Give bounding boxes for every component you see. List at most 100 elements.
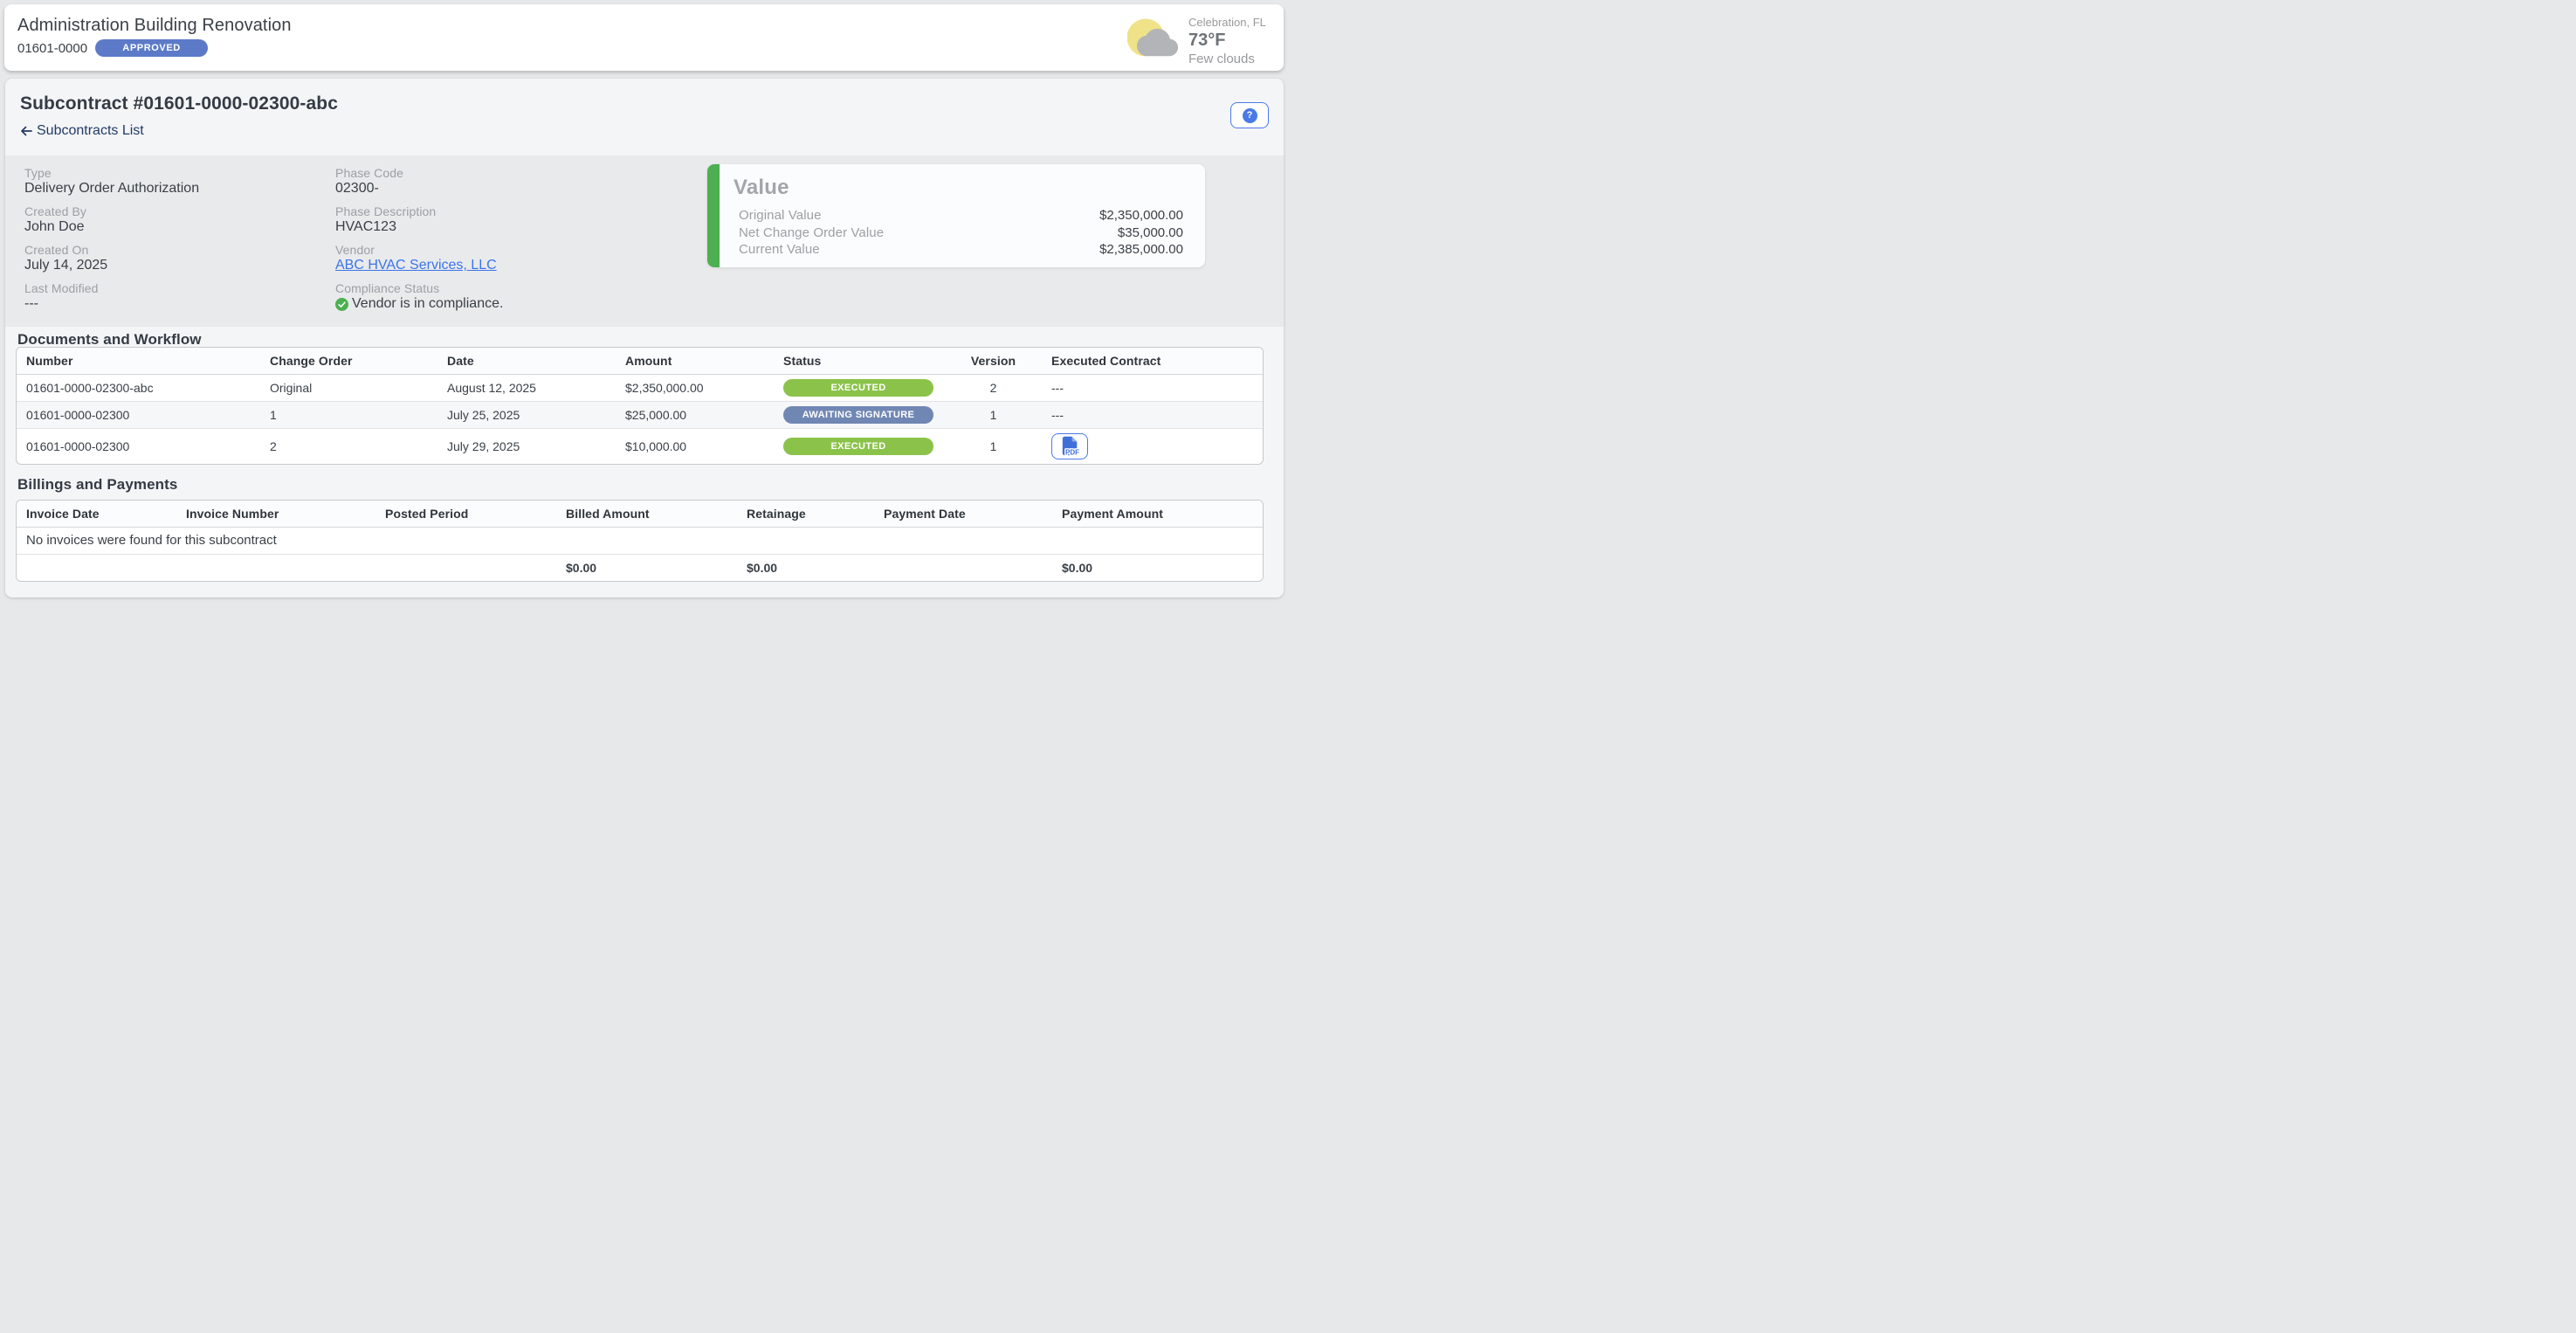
doc1-status-badge: EXECUTED — [783, 378, 933, 397]
col-retainage: Retainage — [737, 501, 874, 528]
doc2-executed-contract: --- — [1042, 400, 1263, 428]
document-row-1: 01601-0000-02300-abc Original August 12,… — [17, 374, 1263, 401]
help-icon: ? — [1242, 107, 1257, 123]
page-title: Subcontract #01601-0000-02300-abc — [20, 93, 339, 114]
col-payment-date: Payment Date — [874, 501, 1052, 528]
net-change-order-value-amount: $35,000.00 — [1117, 224, 1183, 240]
totals-posted-period — [375, 553, 556, 581]
doc2-change-order: 1 — [260, 400, 437, 428]
net-change-order-value-label: Net Change Order Value — [739, 224, 885, 240]
doc1-date: August 12, 2025 — [447, 380, 536, 395]
col-number: Number — [17, 348, 260, 375]
field-phase-code-label: Phase Code — [335, 166, 404, 180]
field-last-modified: Last Modified --- — [24, 281, 199, 313]
doc3-version: 1 — [945, 427, 1042, 464]
value-panel: Value Original Value $2,350,000.00 Net C… — [707, 164, 1205, 267]
field-phase-code: Phase Code 02300- — [335, 166, 503, 197]
pdf-file-icon: PDF — [1062, 437, 1079, 457]
field-last-modified-label: Last Modified — [24, 281, 99, 295]
doc1-executed-contract: --- — [1051, 380, 1064, 395]
current-value-amount: $2,385,000.00 — [1099, 242, 1183, 257]
document-row-3: 01601-0000-02300 2 July 29, 2025 $10,000… — [17, 427, 1263, 464]
doc1-change-order: Original — [270, 380, 313, 395]
project-status-badge: APPROVED — [95, 39, 209, 57]
details-section: Type Delivery Order Authorization Create… — [5, 155, 1284, 327]
totals-payment-amount: $0.00 — [1052, 553, 1263, 581]
field-phase-description-value: HVAC123 — [335, 219, 396, 234]
totals-invoice-number — [176, 553, 375, 581]
field-type-label: Type — [24, 166, 52, 180]
documents-table: Number Change Order Date Amount Status V… — [16, 347, 1264, 465]
weather-condition: Few clouds — [1188, 52, 1255, 66]
totals-billed-amount: $0.00 — [556, 553, 737, 581]
compliance-text: Vendor is in compliance. — [352, 296, 504, 311]
col-invoice-date: Invoice Date — [17, 501, 176, 528]
doc3-number: 01601-0000-02300 — [17, 427, 260, 464]
col-date: Date — [437, 348, 616, 375]
documents-section-title: Documents and Workflow — [17, 331, 202, 348]
col-invoice-number: Invoice Number — [176, 501, 375, 528]
billings-table: Invoice Date Invoice Number Posted Perio… — [16, 500, 1264, 582]
field-last-modified-value: --- — [24, 296, 38, 311]
project-header-card: Administration Building Renovation 01601… — [4, 4, 1284, 71]
value-panel-title: Value — [734, 176, 789, 199]
back-arrow-icon — [21, 126, 32, 136]
check-circle-icon — [335, 297, 348, 311]
doc2-version: 1 — [945, 400, 1042, 428]
field-compliance-value: Vendor is in compliance. — [335, 295, 503, 313]
billings-section-title: Billings and Payments — [17, 476, 178, 493]
field-created-by-label: Created By — [24, 204, 87, 218]
col-posted-period: Posted Period — [375, 501, 556, 528]
executed-contract-pdf-button[interactable]: PDF — [1051, 432, 1088, 459]
field-created-by: Created By John Doe — [24, 204, 199, 236]
document-row-2: 01601-0000-02300 1 July 25, 2025 $25,000… — [17, 400, 1263, 428]
field-type: Type Delivery Order Authorization — [24, 166, 199, 197]
billings-totals-row: $0.00 $0.00 $0.00 — [17, 553, 1263, 581]
doc1-number: 01601-0000-02300-abc — [26, 380, 154, 395]
current-value-label: Current Value — [739, 242, 820, 257]
col-payment-amount: Payment Amount — [1052, 501, 1263, 528]
value-row-net-change: Net Change Order Value $35,000.00 — [739, 224, 1183, 242]
original-value-amount: $2,350,000.00 — [1099, 208, 1183, 223]
doc2-status-badge: AWAITING SIGNATURE — [783, 405, 933, 424]
vendor-link[interactable]: ABC HVAC Services, LLC — [335, 258, 497, 273]
weather-location: Celebration, FL — [1188, 16, 1266, 29]
doc2-amount: $25,000.00 — [616, 400, 774, 428]
back-to-subcontracts-link[interactable]: Subcontracts List — [20, 123, 144, 139]
field-type-value: Delivery Order Authorization — [24, 181, 200, 196]
field-compliance-label: Compliance Status — [335, 281, 440, 295]
field-phase-description-label: Phase Description — [335, 204, 437, 218]
doc3-status-badge: EXECUTED — [783, 437, 933, 455]
field-vendor-label: Vendor — [335, 243, 375, 257]
billings-empty-message: No invoices were found for this subcontr… — [26, 533, 277, 548]
value-rows: Original Value $2,350,000.00 Net Change … — [739, 207, 1183, 259]
col-status: Status — [774, 348, 945, 375]
doc3-amount: $10,000.00 — [616, 427, 774, 464]
back-link-label: Subcontracts List — [37, 123, 144, 138]
col-version: Version — [945, 348, 1042, 375]
weather-widget: Celebration, FL 73°F Few clouds — [1127, 13, 1272, 67]
doc2-date: July 25, 2025 — [437, 400, 616, 428]
project-subheader: 01601-0000 APPROVED — [17, 38, 209, 59]
svg-text:PDF: PDF — [1065, 449, 1079, 457]
value-row-original: Original Value $2,350,000.00 — [739, 207, 1183, 224]
field-phase-code-value: 02300- — [335, 181, 379, 196]
help-button[interactable]: ? — [1230, 102, 1269, 128]
project-number: 01601-0000 — [17, 40, 88, 56]
doc3-date: July 29, 2025 — [437, 427, 616, 464]
totals-invoice-date — [17, 553, 176, 581]
totals-retainage: $0.00 — [737, 553, 874, 581]
weather-text: Celebration, FL 73°F Few clouds — [1188, 13, 1272, 67]
value-row-current: Current Value $2,385,000.00 — [739, 241, 1183, 259]
col-change-order: Change Order — [260, 348, 437, 375]
field-created-on: Created On July 14, 2025 — [24, 243, 199, 274]
project-title: Administration Building Renovation — [17, 16, 292, 35]
original-value-label: Original Value — [739, 208, 822, 223]
weather-temperature: 73°F — [1188, 31, 1226, 50]
col-amount: Amount — [616, 348, 774, 375]
field-created-on-value: July 14, 2025 — [24, 258, 108, 273]
doc1-version: 2 — [989, 380, 997, 395]
billings-header-row: Invoice Date Invoice Number Posted Perio… — [17, 501, 1263, 528]
value-panel-accent-bar — [707, 164, 720, 267]
doc2-number: 01601-0000-02300 — [17, 400, 260, 428]
